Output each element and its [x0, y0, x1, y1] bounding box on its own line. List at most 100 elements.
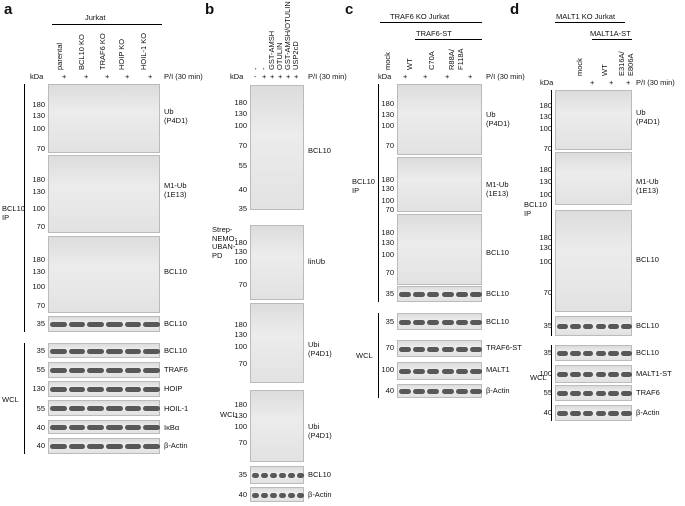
- group-bracket: [24, 84, 25, 332]
- blot: [397, 84, 482, 155]
- kda-marker: 130: [381, 110, 394, 119]
- band: [427, 346, 440, 352]
- band: [441, 369, 454, 374]
- treatment: +: [105, 72, 110, 81]
- band: [68, 444, 86, 449]
- band: [279, 473, 286, 478]
- group-bracket: [551, 345, 552, 421]
- band: [297, 492, 304, 498]
- band: [469, 369, 482, 374]
- header: MALT1A-ST: [590, 29, 631, 38]
- kda-marker: 100: [32, 204, 45, 213]
- band: [427, 292, 440, 297]
- lane-label: mock: [575, 58, 584, 76]
- band: [50, 387, 67, 392]
- band: [50, 322, 67, 327]
- band: [87, 322, 104, 327]
- blot-label: Ub (P4D1): [636, 108, 660, 126]
- band: [106, 368, 123, 373]
- band: [441, 319, 454, 325]
- kda-marker: 55: [36, 404, 45, 413]
- band: [441, 346, 454, 352]
- blot-label: β-Actin: [164, 441, 188, 450]
- lane-label: BCL10 KO: [77, 34, 86, 70]
- kda-marker: 35: [385, 289, 394, 298]
- blot: [250, 303, 304, 383]
- band: [68, 387, 86, 392]
- treatment: +: [445, 72, 450, 81]
- kda-marker: 70: [385, 343, 394, 352]
- band: [297, 473, 304, 478]
- kda-marker: 130: [234, 411, 247, 420]
- blot: [250, 487, 304, 502]
- panel-letter: b: [205, 1, 215, 18]
- group-label: WCL: [2, 395, 19, 404]
- band: [399, 292, 412, 297]
- kda-marker: 180: [32, 175, 45, 184]
- band: [288, 492, 295, 498]
- blot: [397, 362, 482, 380]
- band: [87, 425, 104, 430]
- band: [143, 425, 160, 430]
- blot: [397, 157, 482, 212]
- band: [50, 368, 67, 373]
- kda-marker: 55: [36, 365, 45, 374]
- band: [106, 406, 123, 411]
- blot-label: HOIL-1: [164, 404, 189, 413]
- blot: [250, 85, 304, 210]
- lane-label: WT: [600, 64, 609, 76]
- blot-label: TRAF6: [164, 365, 188, 374]
- treatment: +: [590, 78, 595, 87]
- kda-marker: 130: [32, 187, 45, 196]
- kda-marker: 180: [381, 175, 394, 184]
- group-label: WCL: [220, 410, 237, 419]
- blot-label: Ub (P4D1): [486, 110, 510, 128]
- band: [557, 391, 568, 396]
- band: [455, 369, 468, 374]
- band: [252, 492, 259, 498]
- band: [270, 492, 277, 498]
- kda-marker: 35: [36, 319, 45, 328]
- kda-marker: 70: [385, 141, 394, 150]
- band: [124, 425, 142, 430]
- band: [595, 372, 607, 377]
- kda-marker: 40: [543, 408, 552, 417]
- kda-marker: 100: [234, 121, 247, 130]
- band: [261, 492, 268, 498]
- blot-label: HOIP: [164, 384, 183, 393]
- band: [124, 444, 142, 449]
- band: [427, 369, 440, 374]
- panel-letter: a: [4, 1, 13, 18]
- band: [582, 324, 594, 329]
- kda-marker: 40: [36, 423, 45, 432]
- lane-label: C70A: [427, 51, 436, 70]
- blot-label: BCL10: [486, 248, 509, 257]
- kda-marker: 70: [238, 359, 247, 368]
- band: [621, 351, 632, 356]
- group-bracket: [378, 84, 379, 302]
- kda-marker: 55: [238, 161, 247, 170]
- kda-marker: 35: [385, 317, 394, 326]
- kda-marker: 130: [234, 109, 247, 118]
- kda-marker: 70: [543, 288, 552, 297]
- band: [68, 406, 86, 411]
- header-line: [555, 22, 625, 23]
- blot: [555, 152, 632, 205]
- treatment: +: [148, 72, 153, 81]
- band: [124, 322, 142, 327]
- blot: [555, 405, 632, 421]
- treatment: +: [270, 72, 275, 81]
- blot: [250, 466, 304, 484]
- blot-label: BCL10: [164, 319, 187, 328]
- kda-marker: 70: [36, 144, 45, 153]
- band: [124, 348, 142, 354]
- band: [569, 324, 581, 329]
- blot: [250, 390, 304, 462]
- blot-label: M1-Ub (1E13): [486, 180, 509, 198]
- kda-marker: 100: [381, 365, 394, 374]
- treatment: +: [294, 72, 299, 81]
- band: [270, 473, 277, 478]
- kda-marker: 40: [385, 386, 394, 395]
- band: [288, 473, 295, 478]
- band: [427, 319, 440, 325]
